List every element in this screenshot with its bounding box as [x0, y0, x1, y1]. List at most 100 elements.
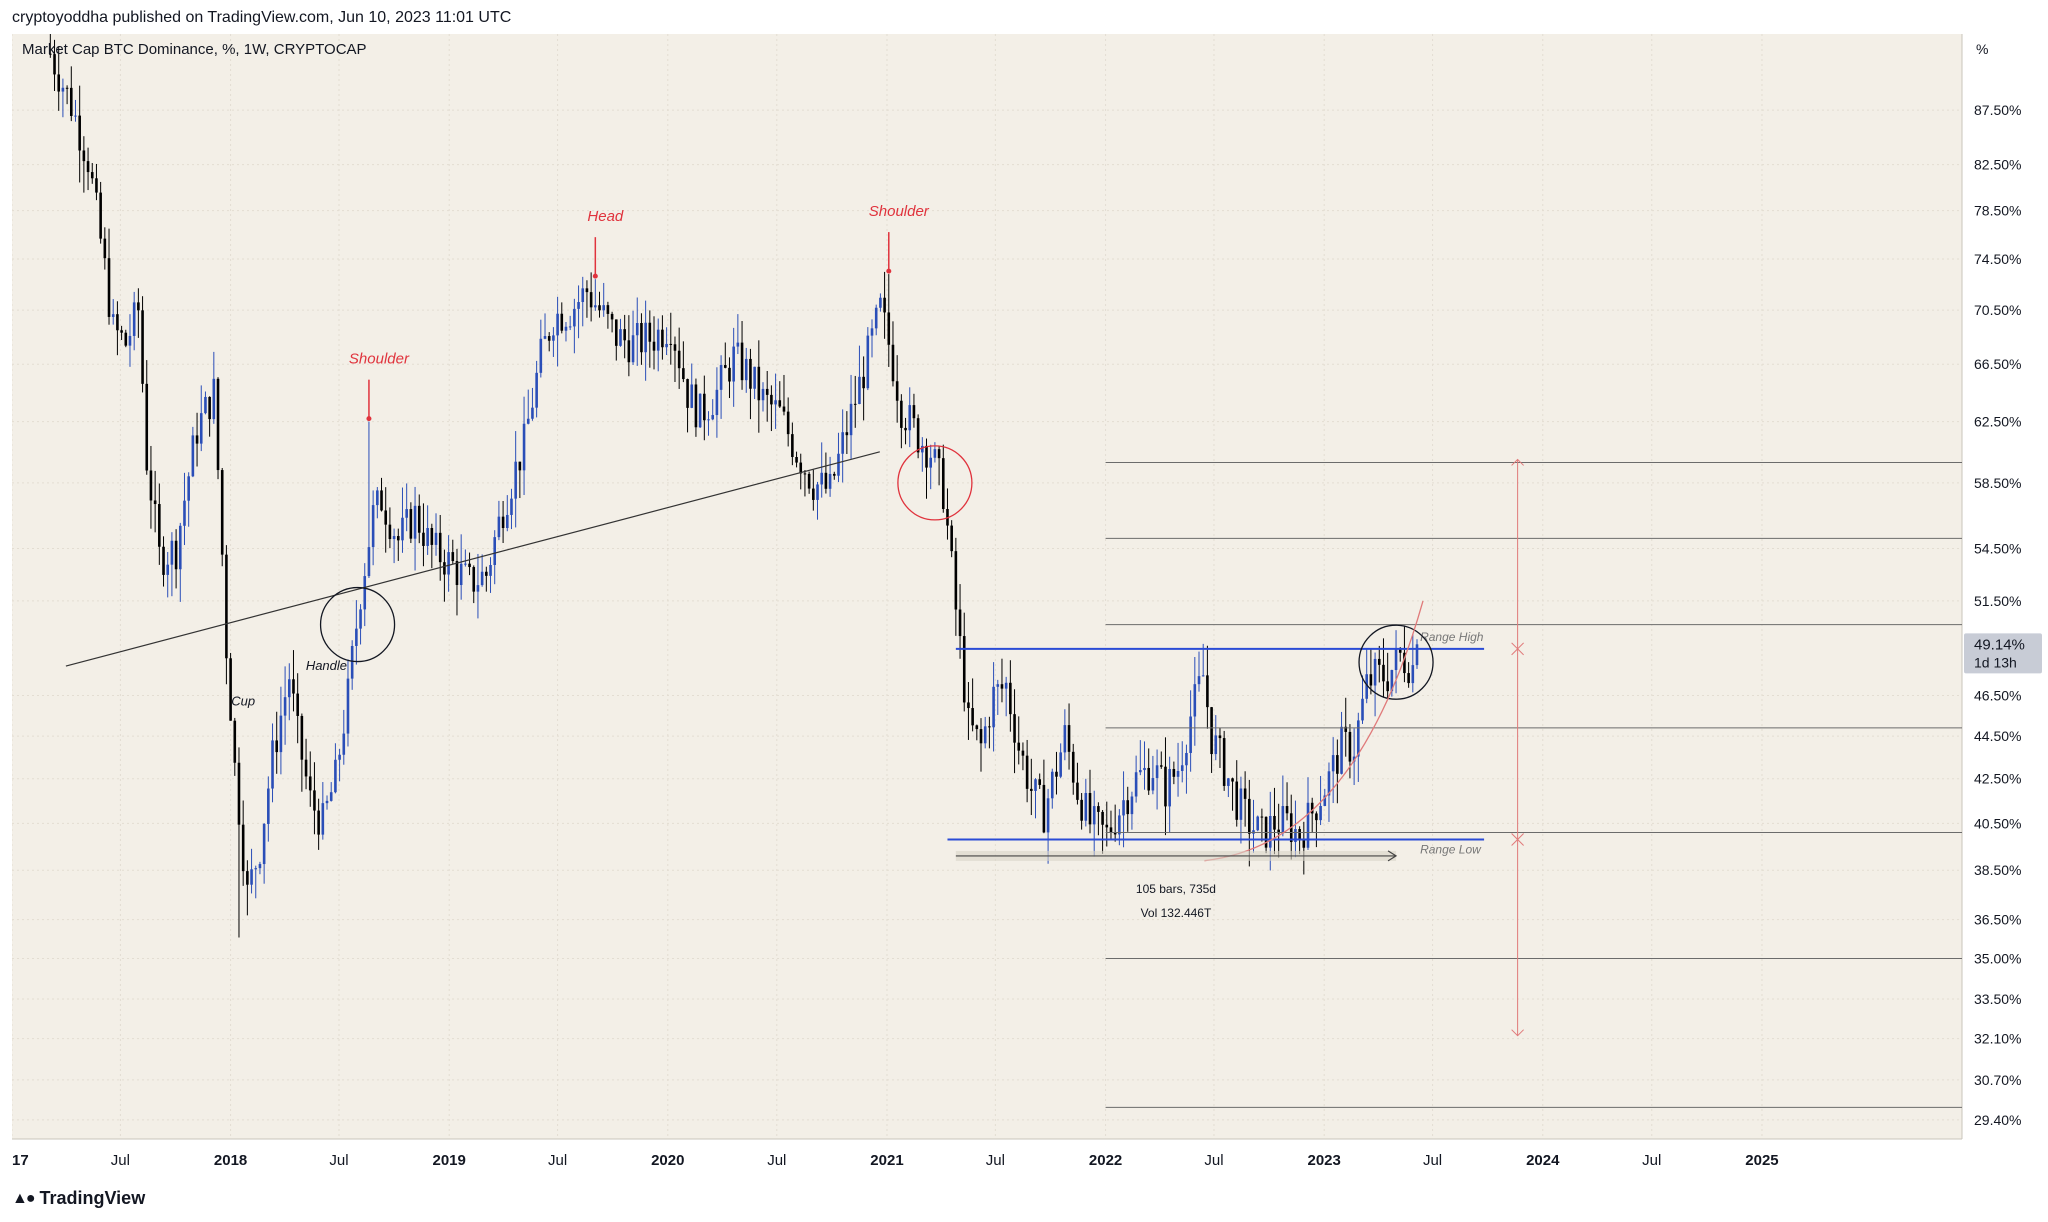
pattern-label-head: Head: [587, 208, 624, 225]
y-tick-label: 51.50%: [1974, 593, 2021, 609]
chart-canvas[interactable]: % 87.50% 82.50% 78.50% 74.50% 70.50% 66.50% 62.…: [12, 34, 2046, 1176]
candle-body: [552, 335, 555, 341]
highlight-circle: [1358, 624, 1434, 700]
candle-body: [736, 342, 740, 347]
candle-body: [1227, 778, 1230, 786]
candle-body: [183, 500, 186, 526]
candle-body: [1256, 816, 1259, 831]
candle-body: [78, 115, 81, 151]
target-arrow-head-start: [1511, 648, 1524, 656]
candle-body: [1319, 805, 1322, 821]
candle-body: [1248, 798, 1251, 834]
candle-body: [719, 365, 723, 390]
candle-body: [300, 715, 304, 760]
candle-body: [153, 500, 157, 505]
candle-body: [1050, 771, 1054, 799]
candle-body: [1302, 840, 1306, 848]
candle-body: [686, 379, 689, 408]
candle-body: [1214, 735, 1218, 755]
candle-body: [216, 378, 220, 471]
candle-body: [405, 509, 408, 518]
candle-body: [212, 378, 216, 420]
candle-body: [1034, 779, 1037, 791]
price-chart[interactable]: % 87.50% 82.50% 78.50% 74.50% 70.50% 66.50% 62.…: [12, 34, 2046, 1176]
candle-body: [426, 528, 429, 546]
plot-background: [12, 34, 1962, 1139]
candle-body: [317, 810, 320, 835]
candle-body: [950, 525, 953, 552]
candle-body: [137, 302, 140, 311]
last-price-tag: [1964, 633, 2042, 674]
candle-body: [996, 684, 1000, 687]
candle-body: [296, 693, 299, 716]
candle-body: [610, 313, 614, 320]
candle-body: [749, 358, 752, 389]
candle-body: [652, 341, 656, 351]
annotation-dot: [886, 268, 892, 274]
candle-body: [116, 314, 119, 331]
candle-body: [753, 366, 756, 389]
candle-body: [929, 457, 933, 468]
candle-body: [455, 561, 459, 586]
candle-body: [1130, 796, 1134, 815]
tradingview-logo[interactable]: ▲● TradingView: [12, 1188, 145, 1209]
candle-body: [1013, 714, 1016, 743]
candle-body: [556, 313, 559, 336]
candle-body: [669, 343, 673, 345]
candle-body: [514, 461, 517, 499]
candle-body: [1168, 768, 1171, 807]
candle-body: [1239, 788, 1243, 820]
candle-body: [958, 609, 962, 637]
candle-body: [916, 418, 920, 453]
x-tick-label: Jul: [1204, 1152, 1223, 1169]
candle-body: [279, 715, 283, 753]
candle-body: [711, 415, 715, 420]
candle-body: [111, 314, 115, 317]
candle-body: [1143, 767, 1146, 771]
candle-body: [1080, 799, 1083, 821]
candle-body: [988, 726, 991, 728]
candle-body: [208, 396, 211, 420]
candle-body: [619, 329, 622, 346]
x-tick-label: 2019: [433, 1152, 466, 1169]
candle-body: [1281, 806, 1285, 834]
candle-body: [233, 720, 237, 763]
y-tick-label: 36.50%: [1974, 912, 2021, 928]
candle-body: [258, 864, 262, 869]
candle-body: [1159, 765, 1163, 767]
candle-body: [728, 367, 731, 382]
candle-body: [1361, 698, 1364, 721]
candle-body: [631, 335, 635, 363]
candle-body: [598, 305, 601, 311]
candle-body: [313, 790, 316, 811]
candle-body: [170, 540, 174, 565]
candle-body: [158, 504, 161, 547]
candle-body: [61, 87, 65, 92]
candle-body: [1294, 828, 1297, 843]
y-tick-label: 70.50%: [1974, 302, 2021, 318]
candle-body: [308, 776, 312, 791]
candle-body: [128, 335, 132, 346]
candle-body: [962, 636, 966, 703]
candle-body: [937, 449, 941, 459]
candle-body: [1210, 707, 1213, 755]
candle-body: [199, 413, 203, 444]
candle-body: [849, 403, 853, 436]
candle-body: [967, 702, 970, 709]
candle-body: [1260, 816, 1264, 818]
candle-body: [992, 686, 995, 728]
candle-body: [1004, 682, 1008, 689]
candle-body: [1340, 726, 1343, 774]
candle-body: [1415, 644, 1419, 666]
candle-body: [350, 645, 354, 679]
candle-body: [1176, 771, 1180, 777]
candle-body: [698, 393, 702, 428]
candle-body: [1285, 806, 1289, 814]
candle-body: [791, 434, 794, 458]
pattern-label-cup: Cup: [231, 693, 255, 708]
x-tick-label: 2025: [1745, 1152, 1778, 1169]
candle-body: [623, 329, 626, 341]
candle-body: [866, 335, 870, 389]
range-high-label: Range High: [1420, 630, 1484, 644]
candle-body: [275, 740, 279, 753]
